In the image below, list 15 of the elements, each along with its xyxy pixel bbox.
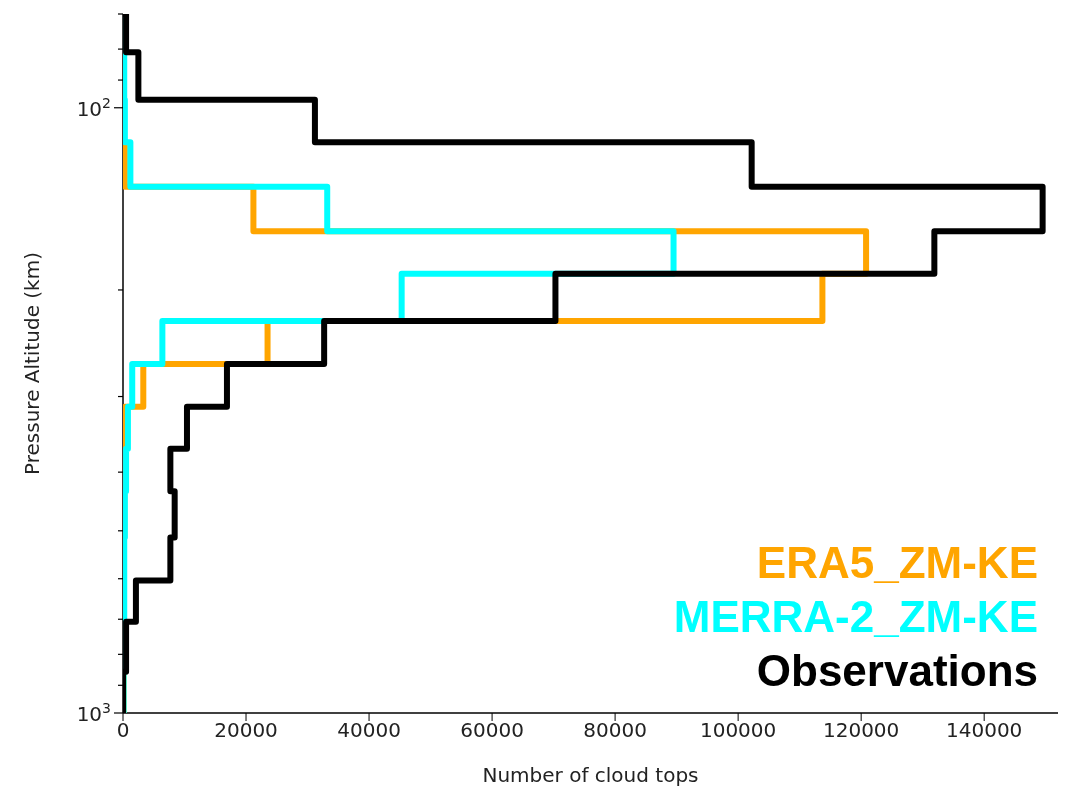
x-tick-label: 100000 <box>699 718 777 743</box>
x-tick-label: 0 <box>116 718 130 743</box>
x-tick-label: 120000 <box>822 718 900 743</box>
x-tick-label: 60000 <box>460 718 524 743</box>
x-tick-label: 40000 <box>337 718 401 743</box>
x-tick-label: 20000 <box>214 718 278 743</box>
y-tick-label: 10$^{2}$ <box>76 94 111 121</box>
text: MERRA-2_ZM-KE <box>673 591 1038 643</box>
text: ERA5_ZM-KE <box>755 537 1038 589</box>
x-axis-title: Number of cloud tops <box>482 763 699 787</box>
x-tick-label: 140000 <box>946 718 1023 743</box>
y-axis-title: Pressure Altitude (km) <box>20 252 45 475</box>
y-tick-label: 10$^{3}$ <box>76 700 111 726</box>
text: Observations <box>755 645 1038 697</box>
x-tick-label: 80000 <box>583 718 647 743</box>
